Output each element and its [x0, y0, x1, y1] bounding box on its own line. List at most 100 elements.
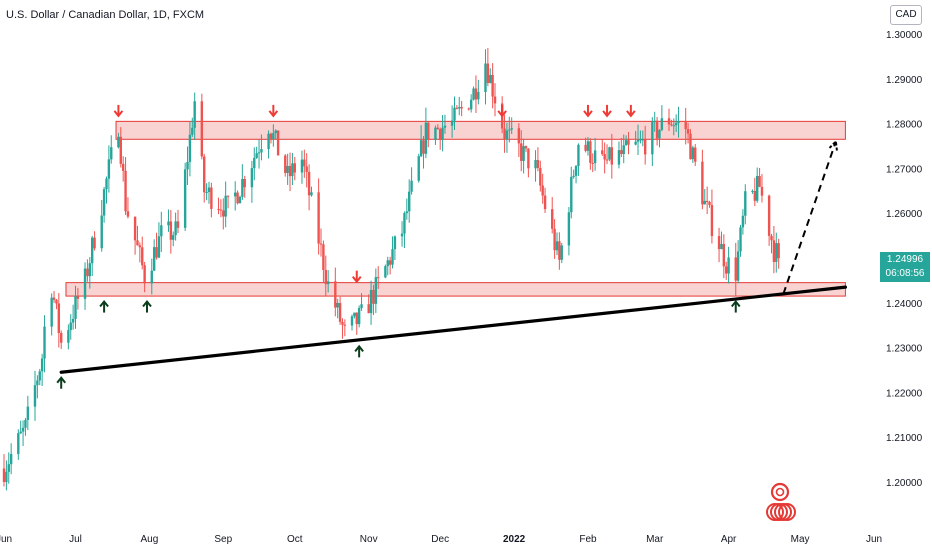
candle-body	[269, 133, 273, 140]
candle-body	[19, 431, 22, 434]
candle	[701, 149, 704, 210]
currency-badge[interactable]: CAD	[890, 5, 922, 25]
candle	[541, 173, 544, 204]
candle	[491, 63, 494, 109]
x-tick-label: Oct	[287, 534, 303, 545]
time-axis[interactable]: Jun Jul Aug Sep Oct Nov Dec 2022 Feb Mar Apr May Jun	[0, 534, 882, 545]
candle	[57, 293, 61, 348]
candle	[83, 262, 87, 310]
candle-body	[141, 247, 144, 266]
x-tick-label: Jun	[0, 534, 12, 545]
candle-body	[539, 167, 542, 186]
candle-body	[436, 127, 440, 129]
candle-body	[736, 251, 740, 281]
candle-body	[474, 88, 478, 100]
candle	[677, 106, 680, 138]
candle-body	[224, 195, 227, 217]
candle-body	[119, 136, 122, 164]
candle	[653, 111, 656, 132]
bar-countdown: 06:08:56	[885, 268, 925, 279]
down-arrow-icon	[497, 104, 507, 118]
candle-body	[274, 130, 277, 134]
down-arrow-icon	[268, 104, 279, 118]
candle	[477, 79, 480, 105]
candle	[52, 291, 56, 303]
candle	[388, 256, 392, 275]
candle	[343, 319, 347, 337]
candle-body	[608, 147, 611, 160]
down-arrow-icon	[583, 104, 593, 118]
candle	[443, 114, 447, 134]
candle	[660, 105, 664, 132]
candle-body	[88, 263, 92, 277]
up-arrow-head	[730, 299, 741, 308]
candle-body	[553, 228, 556, 251]
candle-body	[510, 128, 513, 130]
candle-body	[267, 133, 270, 150]
candle	[410, 167, 413, 195]
up-arrow-head	[99, 299, 109, 308]
candle	[555, 232, 559, 256]
candle-body	[643, 139, 647, 155]
x-tick-label: Mar	[646, 534, 664, 545]
candle-body	[541, 185, 544, 196]
candle-body	[720, 243, 723, 250]
candle-body	[257, 152, 261, 154]
candle	[336, 298, 339, 319]
candle-body	[169, 221, 173, 240]
candle-body	[374, 277, 378, 304]
candle	[667, 108, 671, 131]
candle-body	[484, 63, 487, 92]
candle-body	[453, 107, 456, 121]
candle-body	[567, 212, 571, 246]
projection-arrowhead	[828, 139, 838, 151]
up-arrow-head	[142, 299, 152, 308]
y-tick-label: 1.26000	[886, 209, 923, 220]
candle-body	[353, 312, 356, 317]
candle	[520, 130, 523, 172]
candle	[76, 287, 80, 310]
candle	[734, 242, 737, 297]
x-tick-label: Apr	[721, 534, 737, 545]
candle-body	[584, 144, 587, 151]
candle	[186, 146, 189, 185]
candle-body	[605, 159, 609, 161]
candle	[391, 236, 394, 269]
candle	[641, 130, 644, 147]
candle	[110, 135, 113, 164]
candle-body	[591, 162, 594, 164]
tradingview-logo-icon[interactable]	[764, 480, 796, 524]
candle-body	[355, 312, 358, 325]
candle	[703, 189, 706, 205]
candle	[775, 232, 778, 273]
candle	[536, 147, 540, 172]
candle	[119, 127, 122, 168]
candle	[469, 94, 473, 113]
candle	[107, 145, 111, 193]
candle	[284, 154, 287, 177]
candle-body	[708, 201, 711, 205]
candle	[222, 198, 225, 230]
candle-body	[203, 156, 206, 193]
candle-body	[503, 128, 506, 140]
candle-body	[753, 190, 757, 201]
x-tick-label: Aug	[140, 534, 158, 545]
candle	[234, 181, 237, 211]
candle	[26, 395, 30, 431]
candle	[167, 209, 170, 232]
candle-body	[627, 140, 630, 145]
candle-body	[458, 107, 461, 109]
candle	[620, 137, 623, 157]
candle-body	[367, 304, 370, 314]
candle	[460, 100, 463, 117]
candle-body	[293, 163, 296, 173]
candle-body	[551, 209, 554, 229]
candle	[722, 234, 726, 279]
down-arrow-icon	[351, 270, 362, 284]
candle-body	[477, 91, 480, 100]
candle	[689, 129, 692, 160]
candle-body	[372, 289, 375, 304]
down-arrow-icon	[602, 104, 612, 118]
candle-body	[38, 371, 41, 381]
